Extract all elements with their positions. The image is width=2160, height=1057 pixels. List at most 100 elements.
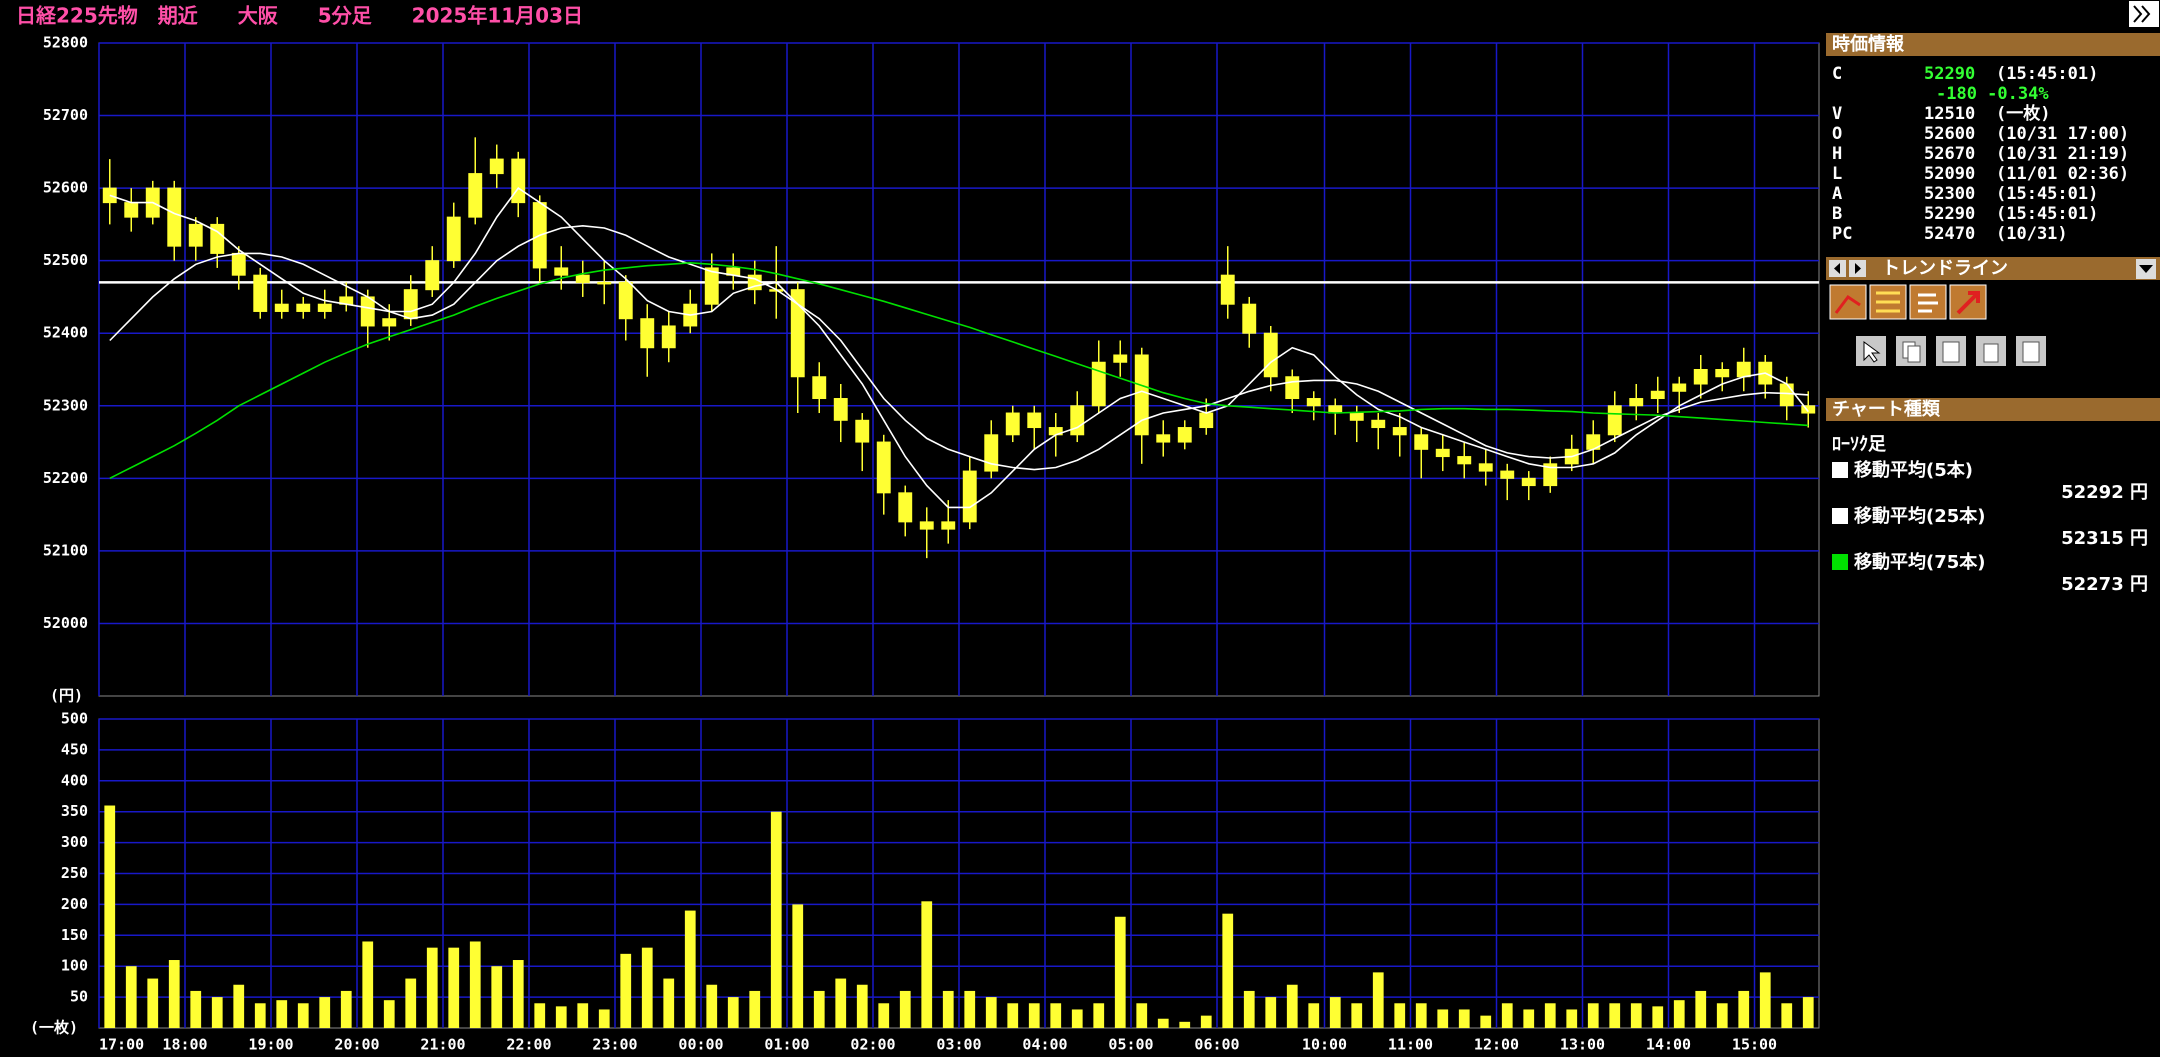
volume-bar bbox=[104, 805, 116, 1028]
legend-label: 移動平均(5本) bbox=[1854, 460, 1973, 481]
candle-body bbox=[1521, 477, 1536, 487]
y-tick-label: 52500 bbox=[43, 251, 88, 269]
y-tick-label: 52800 bbox=[43, 34, 88, 52]
volume-bar bbox=[1114, 916, 1126, 1028]
volume-bar bbox=[534, 1003, 546, 1028]
candle-body bbox=[1285, 376, 1300, 400]
quote-label: A bbox=[1832, 184, 1843, 204]
candle-body bbox=[296, 303, 311, 312]
candle-body bbox=[640, 318, 655, 349]
legend-label: 移動平均(25本) bbox=[1854, 506, 1986, 527]
candle-body bbox=[1414, 434, 1429, 450]
candle-body bbox=[1736, 361, 1751, 378]
volume-bar bbox=[233, 984, 245, 1028]
candle-body bbox=[1220, 274, 1235, 305]
volume-bar bbox=[1351, 1003, 1363, 1028]
volume-bar bbox=[1652, 1006, 1664, 1028]
moving-average-line bbox=[109, 187, 1809, 509]
x-tick-label: 22:00 bbox=[506, 1036, 551, 1054]
candle-body bbox=[1306, 398, 1321, 407]
candle-body bbox=[188, 223, 203, 247]
candle-body bbox=[962, 470, 977, 523]
tool-line[interactable] bbox=[1829, 284, 1867, 320]
volume-bar bbox=[1179, 1021, 1191, 1028]
quote-label: PC bbox=[1832, 224, 1853, 244]
candle-body bbox=[489, 158, 504, 175]
volume-unit: (一枚) bbox=[30, 1019, 78, 1037]
volume-bar bbox=[1738, 990, 1750, 1028]
volume-tick-label: 150 bbox=[61, 926, 88, 944]
volume-bar bbox=[276, 1000, 288, 1028]
quote-row: A 52300 (15:45:01) bbox=[1832, 184, 2098, 204]
volume-bar bbox=[577, 1003, 589, 1028]
x-tick-label: 12:00 bbox=[1474, 1036, 1519, 1054]
candle-body bbox=[1650, 390, 1665, 400]
candle-body bbox=[1156, 434, 1171, 443]
legend-label: 移動平均(75本) bbox=[1854, 552, 1986, 573]
candle-body bbox=[1199, 412, 1214, 429]
expand-button[interactable] bbox=[2128, 0, 2160, 28]
volume-bar bbox=[1544, 1003, 1556, 1028]
chart-title: 日経225先物 期近 大阪 5分足 2025年11月03日 bbox=[16, 4, 583, 28]
x-tick-label: 11:00 bbox=[1388, 1036, 1433, 1054]
x-tick-label: 18:00 bbox=[162, 1036, 207, 1054]
legend-swatch bbox=[1832, 462, 1848, 478]
candle-body bbox=[1478, 463, 1493, 472]
volume-bar bbox=[1759, 972, 1771, 1028]
quote-value: 52600 bbox=[1924, 124, 1976, 144]
quote-note: (15:45:01) bbox=[1996, 184, 2099, 204]
x-tick-label: 04:00 bbox=[1022, 1036, 1067, 1054]
quote-value: 52290 bbox=[1924, 64, 1976, 84]
volume-bar bbox=[1071, 1009, 1083, 1028]
y-tick-label: 52300 bbox=[43, 396, 88, 414]
volume-bar bbox=[1458, 1009, 1470, 1028]
candle-body bbox=[984, 434, 999, 472]
legend-swatch bbox=[1832, 508, 1848, 524]
candle-body bbox=[382, 318, 397, 327]
volume-tick-label: 250 bbox=[61, 864, 88, 882]
candle-body bbox=[618, 281, 633, 320]
moving-average-line bbox=[109, 261, 1809, 480]
candle-body bbox=[898, 492, 913, 523]
x-tick-label: 10:00 bbox=[1302, 1036, 1347, 1054]
candle-body bbox=[941, 521, 956, 530]
x-tick-label: 01:00 bbox=[764, 1036, 809, 1054]
y-tick-label: 52200 bbox=[43, 469, 88, 487]
x-tick-label: 19:00 bbox=[248, 1036, 293, 1054]
quote-note: (15:45:01) bbox=[1996, 204, 2099, 224]
quote-note: (10/31) bbox=[1996, 224, 2068, 244]
quote-row: C 52290 (15:45:01) bbox=[1832, 64, 2098, 84]
volume-bar bbox=[598, 1009, 610, 1028]
volume-bar bbox=[1200, 1015, 1212, 1028]
quote-label: B bbox=[1832, 204, 1843, 224]
volume-bar bbox=[362, 941, 374, 1028]
quote-note: (10/31 21:19) bbox=[1996, 144, 2130, 164]
volume-bar bbox=[1523, 1009, 1535, 1028]
x-tick-label: 05:00 bbox=[1108, 1036, 1153, 1054]
volume-bar bbox=[856, 984, 868, 1028]
volume-bar bbox=[792, 904, 804, 1028]
legend-value: 52292 円 bbox=[2061, 482, 2148, 503]
candle-body bbox=[1371, 419, 1386, 429]
quote-row: B 52290 (15:45:01) bbox=[1832, 204, 2098, 224]
x-tick-label: 15:00 bbox=[1732, 1036, 1777, 1054]
candle-body bbox=[274, 303, 289, 312]
volume-bar bbox=[1286, 984, 1298, 1028]
volume-bar bbox=[1695, 990, 1707, 1028]
quote-row: O 52600 (10/31 17:00) bbox=[1832, 124, 2129, 144]
y-tick-label: 52100 bbox=[43, 541, 88, 559]
quote-label: O bbox=[1832, 124, 1843, 144]
volume-bar bbox=[727, 997, 739, 1028]
candle-body bbox=[1500, 470, 1515, 479]
x-tick-label: 03:00 bbox=[936, 1036, 981, 1054]
x-tick-label: 20:00 bbox=[334, 1036, 379, 1054]
quote-label: V bbox=[1832, 104, 1843, 124]
edit-tools bbox=[1856, 336, 2046, 366]
quote-label: L bbox=[1832, 164, 1843, 184]
legend-swatch bbox=[1832, 554, 1848, 570]
volume-bar bbox=[340, 990, 352, 1028]
volume-bar bbox=[964, 990, 976, 1028]
candle-body bbox=[1779, 383, 1794, 407]
volume-bar bbox=[1437, 1009, 1449, 1028]
candle-body bbox=[1263, 332, 1278, 378]
